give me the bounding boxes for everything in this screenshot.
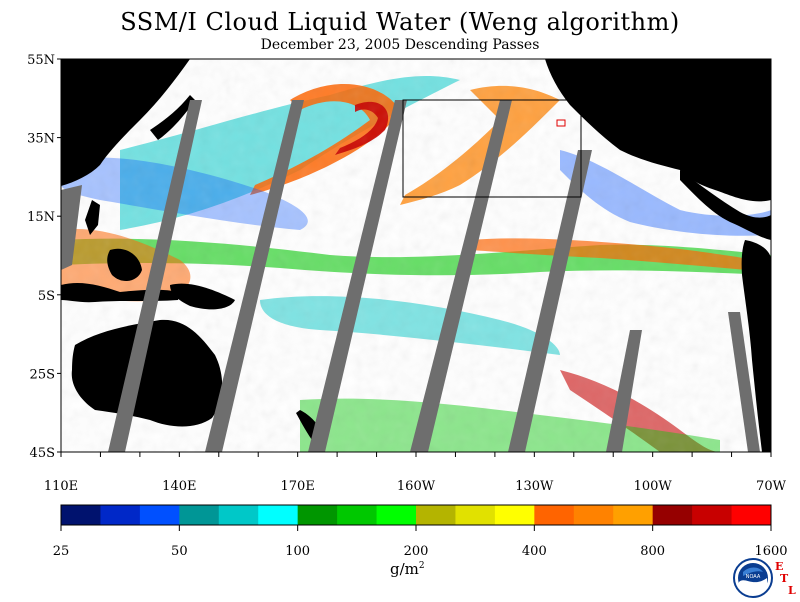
analysis-region-box	[402, 99, 582, 198]
lat-label: 25S	[30, 367, 55, 382]
colorbar-segment	[652, 505, 693, 525]
noaa-logo-text: NOAA	[746, 574, 761, 580]
colorbar-segment	[179, 505, 220, 525]
land-south-america	[741, 240, 771, 452]
map-title: SSM/I Cloud Liquid Water (Weng algorithm…	[120, 8, 680, 36]
colorbar-segment	[731, 505, 772, 525]
colorbar-segment	[61, 505, 101, 525]
colorbar-segment	[416, 505, 456, 525]
colorbar-segment	[573, 505, 614, 525]
swath-gap-2	[205, 100, 304, 452]
swath-gap-3	[308, 100, 407, 452]
land-asia	[61, 59, 190, 186]
colorbar	[60, 504, 772, 526]
swath-gap-5	[508, 150, 592, 452]
colorbar-segment	[534, 505, 575, 525]
land-japan	[150, 95, 195, 140]
latitude-axis: 55N 35N 15N 5S 25S 45S	[27, 53, 61, 461]
colorbar-tick-label: 100	[285, 544, 310, 559]
land-philippines	[85, 200, 100, 235]
colorbar-segment	[613, 505, 654, 525]
colorbar-segment	[258, 505, 299, 525]
colorbar-tick-labels: 25 50 100 200 400 800 1600	[53, 525, 788, 559]
data-field	[61, 59, 771, 452]
map-subtitle: December 23, 2005 Descending Passes	[260, 37, 540, 53]
land-new-guinea	[170, 283, 235, 310]
lat-label: 45S	[30, 446, 55, 461]
lat-label: 55N	[27, 53, 55, 68]
swath-gap-7	[728, 312, 760, 452]
colorbar-tick-label: 50	[171, 544, 188, 559]
colorbar-tick-label: 200	[404, 544, 429, 559]
colorbar-segment	[218, 505, 259, 525]
small-marker-box	[556, 119, 566, 127]
lat-label: 5S	[38, 289, 55, 304]
colorbar-segment	[100, 505, 141, 525]
land-central-america	[680, 170, 771, 240]
colorbar-segment	[337, 505, 378, 525]
lat-label: 35N	[27, 132, 55, 147]
colorbar-segment	[297, 505, 338, 525]
swath-gap-4	[410, 100, 512, 452]
etl-logo-l: L	[788, 584, 796, 597]
lon-label: 100W	[634, 479, 673, 494]
colorbar-units: g/m2	[390, 560, 425, 578]
lon-label: 160W	[397, 479, 436, 494]
colorbar-tick-label: 800	[640, 544, 665, 559]
swath-gap-6	[606, 330, 642, 452]
lon-label: 70W	[756, 479, 787, 494]
colorbar-segment	[455, 505, 496, 525]
swath-gap-1	[108, 100, 202, 452]
colorbar-tick-label: 25	[53, 544, 70, 559]
etl-logo-e: E	[775, 560, 784, 573]
longitude-axis: 110E 140E 170E 160W 130W 100W 70W	[44, 452, 787, 494]
lon-label: 170E	[281, 479, 315, 494]
lon-label: 140E	[162, 479, 196, 494]
colorbar-tick-label: 1600	[754, 544, 787, 559]
land-borneo	[107, 248, 142, 282]
colorbar-tick-label: 400	[522, 544, 547, 559]
colorbar-segment	[139, 505, 180, 525]
colorbar-segment	[376, 505, 417, 525]
land-australia	[71, 319, 223, 427]
lon-label: 130W	[515, 479, 554, 494]
lon-label: 110E	[44, 479, 78, 494]
lat-label: 15N	[27, 210, 55, 225]
colorbar-segment	[494, 505, 535, 525]
colorbar-segment	[692, 505, 733, 525]
land-north-america	[545, 59, 771, 202]
swath-gap-west	[61, 185, 82, 270]
noaa-logo: NOAA	[733, 558, 773, 598]
etl-logo-t: T	[780, 572, 789, 585]
